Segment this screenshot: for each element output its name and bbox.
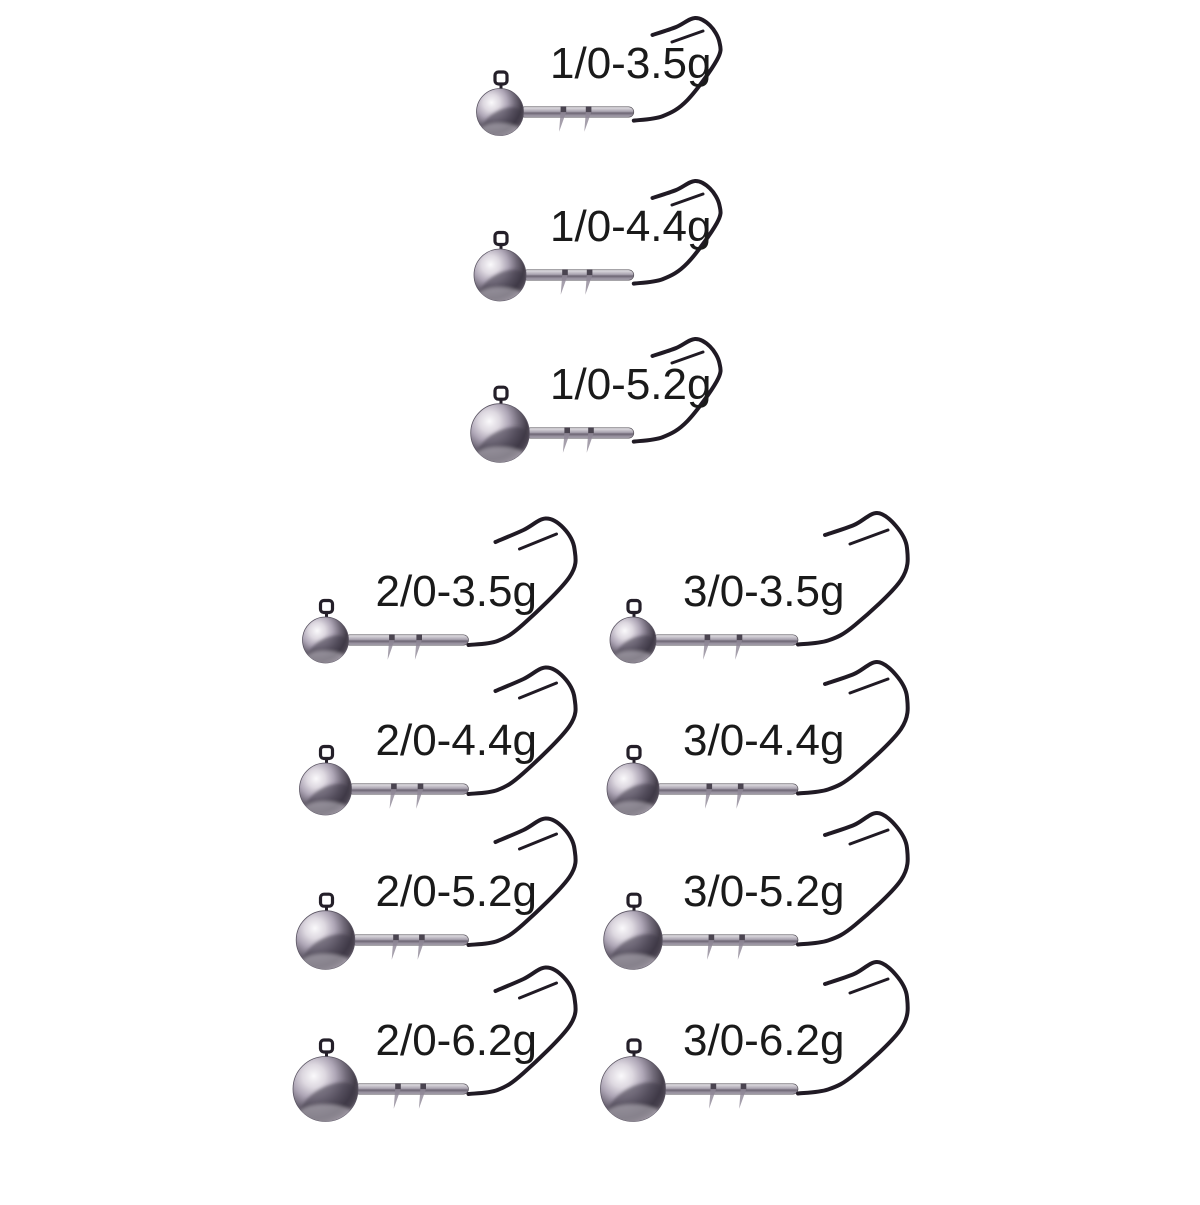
- svg-text:3/0-5.2g: 3/0-5.2g: [683, 867, 844, 916]
- svg-text:2/0-6.2g: 2/0-6.2g: [376, 1016, 537, 1065]
- svg-text:3/0-6.2g: 3/0-6.2g: [683, 1016, 844, 1065]
- svg-text:1/0-5.2g: 1/0-5.2g: [550, 360, 711, 409]
- svg-text:3/0-4.4g: 3/0-4.4g: [683, 716, 844, 765]
- svg-text:2/0-3.5g: 2/0-3.5g: [376, 567, 537, 616]
- svg-text:1/0-3.5g: 1/0-3.5g: [550, 39, 711, 88]
- svg-text:3/0-3.5g: 3/0-3.5g: [683, 567, 844, 616]
- svg-text:1/0-4.4g: 1/0-4.4g: [550, 202, 711, 251]
- svg-text:2/0-4.4g: 2/0-4.4g: [376, 716, 537, 765]
- svg-text:2/0-5.2g: 2/0-5.2g: [376, 867, 537, 916]
